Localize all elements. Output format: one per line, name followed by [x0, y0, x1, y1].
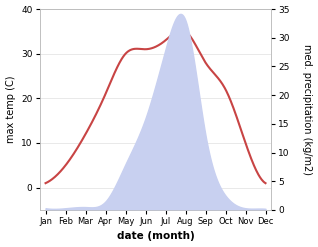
- X-axis label: date (month): date (month): [117, 231, 194, 242]
- Y-axis label: max temp (C): max temp (C): [5, 76, 16, 143]
- Y-axis label: med. precipitation (kg/m2): med. precipitation (kg/m2): [302, 44, 313, 175]
